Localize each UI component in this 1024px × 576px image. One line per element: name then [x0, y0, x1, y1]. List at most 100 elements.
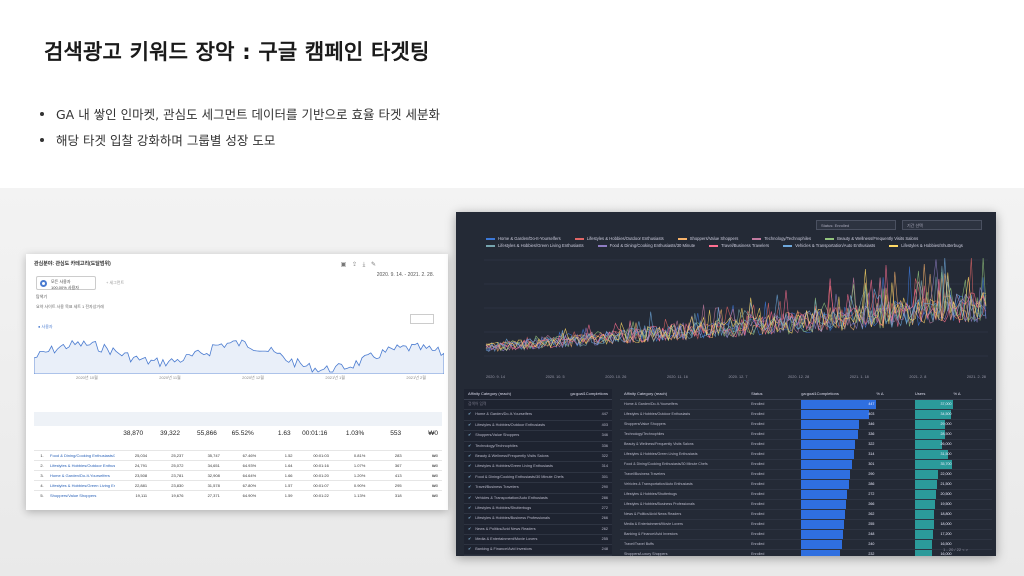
row-label-link[interactable]: Food & Dining/Cooking Enthusiasts/30 Min… — [50, 453, 115, 458]
table-row[interactable]: Shoppers/Value Shoppers Enrolled 346 29,000 — [620, 420, 992, 430]
ga-tab-explorer[interactable]: 탐색기 — [36, 294, 48, 299]
list-item[interactable]: ✔ Lifestyles & Hobbies/Shutterbugs 272 — [464, 504, 612, 515]
list-item-value: 403 — [601, 422, 608, 427]
goal-value: 248 — [868, 532, 875, 536]
table-row[interactable]: Lifestyles & Hobbies/Green Living Enthus… — [620, 450, 992, 460]
row-status: Enrolled — [751, 472, 765, 476]
legend-item[interactable]: Travel/Business Travelers — [709, 243, 769, 248]
table-row[interactable]: 2. Lifestyles & Hobbies/Outdoor Enthusias… — [34, 460, 442, 470]
table-row[interactable]: Lifestyles & Hobbies/Shutterbugs Enrolled… — [620, 490, 992, 500]
add-segment-button[interactable]: + 세그먼트 — [106, 280, 125, 285]
checkbox-icon[interactable]: ✔ — [468, 526, 472, 531]
table-row[interactable]: News & Politics/Avid News Readers Enrolle… — [620, 510, 992, 520]
table-row[interactable]: Travel/Business Travelers Enrolled 290 22,0… — [620, 470, 992, 480]
row-label-link[interactable]: Lifestyles & Hobbies/Green Living Enthus… — [50, 483, 115, 488]
list-item[interactable]: ✔ Home & Garden/Do-It-Yourselfers 447 — [464, 410, 612, 421]
checkbox-icon[interactable]: ✔ — [468, 516, 472, 521]
table-row[interactable]: 1. Food & Dining/Cooking Enthusiasts/30 M… — [34, 450, 442, 460]
checkbox-icon[interactable]: ✔ — [468, 464, 472, 469]
legend-item[interactable]: Vehicles & Transportation/Auto Enthusias… — [783, 243, 875, 248]
checkbox-icon[interactable]: ✔ — [468, 412, 472, 417]
legend-swatch-icon — [709, 244, 719, 247]
legend-item[interactable]: Technology/Technophiles — [752, 236, 811, 241]
table-row[interactable]: Lifestyles & Hobbies/Outdoor Enthusiasts… — [620, 410, 992, 420]
table-row[interactable]: Food & Dining/Cooking Enthusiasts/30 Min… — [620, 460, 992, 470]
ga-chart-type-buttons[interactable] — [410, 314, 434, 324]
ga-segment-pill[interactable]: 모든 사용자 100.00% 사용자 — [36, 276, 96, 290]
status-dropdown[interactable]: Status: Enrolled — [816, 220, 896, 230]
list-item[interactable]: ✔ Lifestyles & Hobbies/Outdoor Enthusiast… — [464, 421, 612, 432]
list-item[interactable]: ✔ Travel/Business Travelers 290 — [464, 483, 612, 494]
list-item[interactable]: ✔ Media & Entertainment/Movie Lovers 255 — [464, 535, 612, 546]
goal-bar-cell: 240 — [801, 540, 876, 549]
ga-date-range[interactable]: 2020. 9. 14. - 2021. 2. 28. — [376, 272, 434, 278]
list-item[interactable]: ✔ Beauty & Wellness/Frequently Visits Sal… — [464, 452, 612, 463]
goal-delta — [876, 490, 915, 499]
users-bar-cell: 21,500 — [914, 480, 954, 489]
bullet-text: GA 내 쌓인 인마켓, 관심도 세그먼트 데이터를 기반으로 효율 타겟 세분… — [56, 107, 440, 122]
ga-toolbar-icons[interactable]: ▣ ⇪ ⤓ ✎ — [340, 262, 378, 268]
table-row[interactable]: Media & Entertainment/Movie Lovers Enroll… — [620, 520, 992, 530]
list-item[interactable]: ✔ News & Politics/Avid News Readers 262 — [464, 525, 612, 536]
goal-bar-cell: 336 — [801, 430, 876, 439]
list-item-value: 301 — [601, 474, 608, 479]
checkbox-icon[interactable]: ✔ — [468, 537, 472, 542]
legend-item[interactable]: Home & Garden/Do-It-Yourselfers — [486, 236, 561, 241]
legend-item[interactable]: Lifestyles & Hobbies/Green Living Enthus… — [486, 243, 584, 248]
legend-item[interactable]: Lifestyles & Hobbies/Outdoor Enthusiasts — [574, 236, 664, 241]
list-item-label: Vehicles & Transportation/Auto Enthusias… — [475, 495, 548, 500]
legend-swatch-icon — [677, 237, 687, 240]
checkbox-icon[interactable]: ✔ — [468, 443, 472, 448]
filter-search[interactable]: 검색어 입력 — [464, 400, 612, 411]
checkbox-icon[interactable]: ✔ — [468, 474, 472, 479]
users-value: 34,500 — [940, 412, 952, 416]
ga-x-tick: 2020년 11월 — [159, 375, 181, 380]
checkbox-icon[interactable]: ✔ — [468, 453, 472, 458]
list-item[interactable]: ✔ Food & Dining/Cooking Enthusiasts/30 Mi… — [464, 473, 612, 484]
table-row[interactable]: 5. Shoppers/Value Shoppers 19,111 19,676 27,… — [34, 490, 442, 500]
table-row[interactable]: Technology/Technophiles Enrolled 336 28,500 — [620, 430, 992, 440]
checkbox-icon[interactable]: ✔ — [468, 495, 472, 500]
row-label-link[interactable]: Home & Garden/Do-It-Yourselfers — [50, 473, 110, 478]
list-item[interactable]: ✔ Lifestyles & Hobbies/Green Living Enthu… — [464, 462, 612, 473]
legend-item[interactable]: Lifestyles & Hobbies/Shutterbugs — [889, 243, 963, 248]
legend-item[interactable]: Beauty & Wellness/Frequently Visits Salo… — [825, 236, 918, 241]
table-row[interactable]: Lifestyles & Hobbies/Business Profession… — [620, 500, 992, 510]
checkbox-icon[interactable]: ✔ — [468, 547, 472, 552]
row-value: ₩0 — [431, 453, 438, 458]
row-status: Enrolled — [751, 462, 765, 466]
checkbox-icon[interactable]: ✔ — [468, 485, 472, 490]
table-row[interactable]: Vehicles & Transportation/Auto Enthusias… — [620, 480, 992, 490]
row-value: 295 — [394, 483, 402, 488]
table-row[interactable]: 4. Lifestyles & Hobbies/Green Living Enth… — [34, 480, 442, 490]
row-label-link[interactable]: Lifestyles & Hobbies/Outdoor Enthusiasts — [50, 463, 115, 468]
table-row[interactable]: Home & Garden/Do-It-Yourselfers Enrolled 4… — [620, 400, 992, 410]
checkbox-icon[interactable]: ✔ — [468, 422, 472, 427]
ga-metric-label[interactable]: ● 사용자 — [38, 324, 53, 329]
checkbox-icon[interactable]: ✔ — [468, 505, 472, 510]
ga-data-table: 고급 38,87039,32255,86665.52%1.6300:01:161… — [34, 404, 442, 504]
list-item[interactable]: ✔ Technology/Technophiles 336 — [464, 442, 612, 452]
list-item[interactable]: ✔ Shoppers/Value Shoppers 346 — [464, 431, 612, 442]
row-label-link[interactable]: Shoppers/Value Shoppers — [50, 493, 97, 498]
list-item-label: Technology/Technophiles — [475, 443, 518, 448]
table-row[interactable]: Banking & Finance/Avid Investors Enrolled… — [620, 530, 992, 540]
table-row[interactable]: Beauty & Wellness/Frequently Visits Salo… — [620, 440, 992, 450]
list-item[interactable]: ✔ Banking & Finance/Avid Investors 248 — [464, 545, 612, 556]
checkbox-icon[interactable]: ✔ — [468, 433, 472, 438]
legend-item[interactable]: Food & Dining/Cooking Enthusiasts/30 Min… — [597, 243, 695, 248]
table-row[interactable]: 3. Home & Garden/Do-It-Yourselfers 23,508 2… — [34, 470, 442, 480]
table-pager[interactable]: 1 - 20 / 22 < > — [943, 547, 968, 552]
date-dropdown[interactable]: 기간 선택 — [902, 220, 982, 230]
row-label: Beauty & Wellness/Frequently Visits Salo… — [624, 442, 694, 446]
table-row[interactable]: Shoppers/Luxury Shoppers Enrolled 232 16,00… — [620, 550, 992, 556]
legend-item[interactable]: Shoppers/Value Shoppers — [677, 236, 738, 241]
goal-delta — [876, 550, 915, 556]
table-row[interactable]: Travel/Travel Buffs Enrolled 240 16,500 — [620, 540, 992, 550]
goal-delta — [876, 470, 915, 479]
list-item[interactable]: ✔ Vehicles & Transportation/Auto Enthusia… — [464, 494, 612, 504]
users-bar-cell: 31,500 — [914, 450, 954, 459]
ga-subtabs[interactable]: 요약 사이트 사용 목표 세트 1 전자상거래 — [36, 304, 104, 309]
list-item[interactable]: ✔ Lifestyles & Hobbies/Business Professio… — [464, 514, 612, 525]
bullet-dot-icon — [40, 137, 44, 142]
